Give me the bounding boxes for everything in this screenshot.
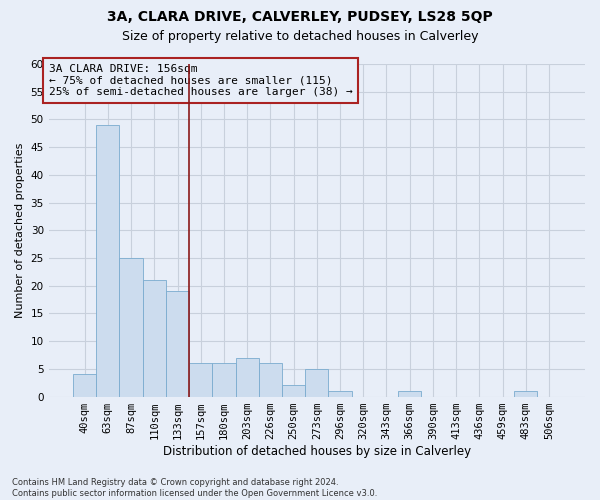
Bar [119, 258, 143, 396]
Bar [212, 364, 236, 396]
Bar [166, 292, 189, 397]
Bar [73, 374, 96, 396]
Text: 3A CLARA DRIVE: 156sqm
← 75% of detached houses are smaller (115)
25% of semi-de: 3A CLARA DRIVE: 156sqm ← 75% of detached… [49, 64, 352, 97]
Text: Size of property relative to detached houses in Calverley: Size of property relative to detached ho… [122, 30, 478, 43]
Bar [305, 369, 328, 396]
Text: 3A, CLARA DRIVE, CALVERLEY, PUDSEY, LS28 5QP: 3A, CLARA DRIVE, CALVERLEY, PUDSEY, LS28… [107, 10, 493, 24]
Bar [282, 386, 305, 396]
Text: Contains HM Land Registry data © Crown copyright and database right 2024.
Contai: Contains HM Land Registry data © Crown c… [12, 478, 377, 498]
Bar [96, 125, 119, 396]
Bar [236, 358, 259, 397]
Bar [259, 364, 282, 396]
Y-axis label: Number of detached properties: Number of detached properties [15, 142, 25, 318]
Bar [328, 391, 352, 396]
X-axis label: Distribution of detached houses by size in Calverley: Distribution of detached houses by size … [163, 444, 471, 458]
Bar [143, 280, 166, 396]
Bar [189, 364, 212, 396]
Bar [398, 391, 421, 396]
Bar [514, 391, 538, 396]
